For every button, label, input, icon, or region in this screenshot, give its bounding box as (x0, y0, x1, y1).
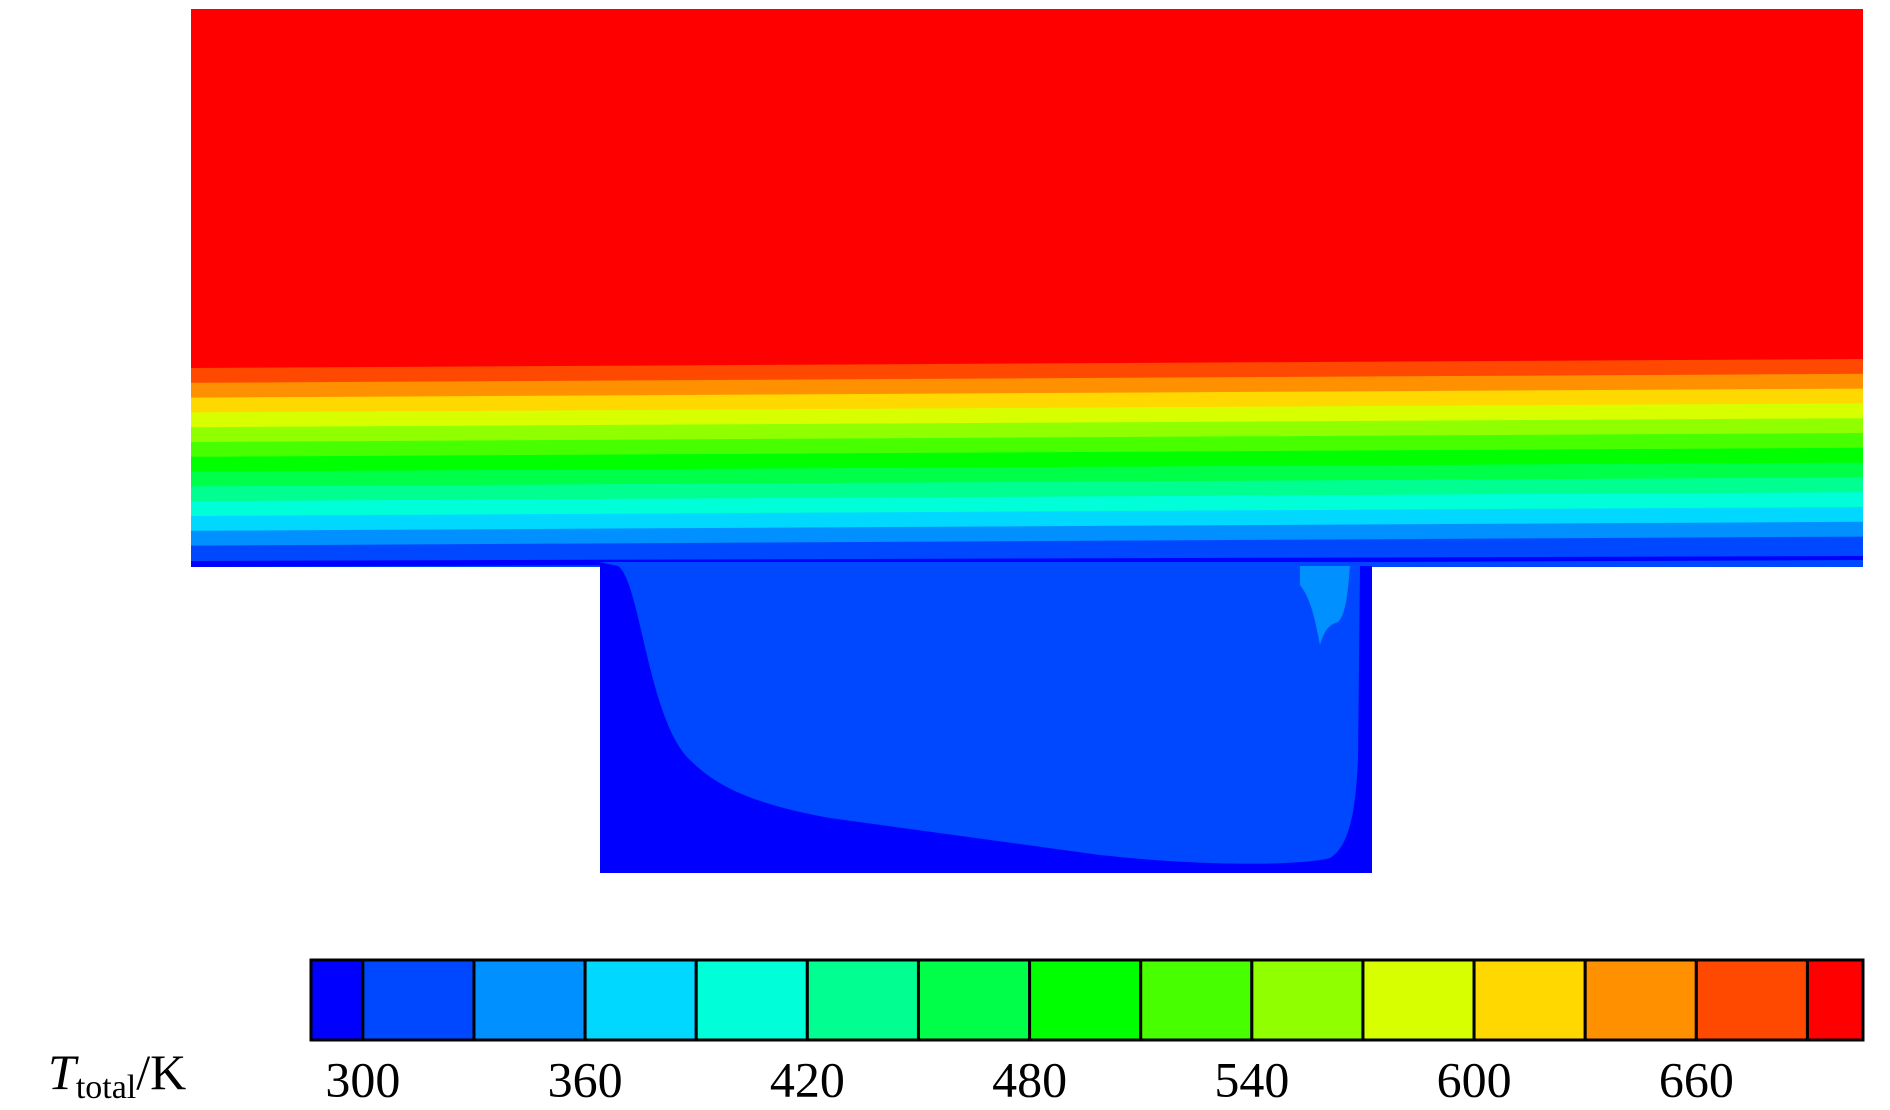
colorbar-segment (583, 958, 698, 1042)
contour-band (1300, 566, 1350, 645)
colorbar-segment (916, 958, 1032, 1042)
colorbar-tick-label: 480 (992, 1051, 1067, 1107)
colorbar-segment (1694, 958, 1809, 1042)
label-subscript: total (76, 1069, 136, 1106)
colorbar-segment (1805, 958, 1865, 1042)
colorbar-tick-label: 540 (1214, 1051, 1289, 1107)
label-unit: /K (136, 1044, 186, 1100)
colorbar-tick-label: 600 (1437, 1051, 1512, 1107)
colorbar-segment (309, 958, 365, 1042)
colorbar-segment (1250, 958, 1365, 1042)
colorbar-segment (1583, 958, 1698, 1042)
contour-field (191, 9, 1863, 873)
colorbar-segment (472, 958, 587, 1042)
colorbar-label: Ttotal/K (48, 1044, 186, 1105)
colorbar-tick-label: 300 (325, 1051, 400, 1107)
colorbar-segment (1139, 958, 1254, 1042)
colorbar-tick-label: 420 (770, 1051, 845, 1107)
colorbar: 300 360 420 480 540 600 660 (309, 958, 1865, 1107)
colorbar-segment (805, 958, 920, 1042)
colorbar-segment (361, 958, 476, 1042)
colorbar-segment (1361, 958, 1476, 1042)
colorbar-tick-label: 660 (1659, 1051, 1734, 1107)
label-symbol: T (48, 1044, 79, 1100)
colorbar-segment (694, 958, 809, 1042)
colorbar-segment (1472, 958, 1587, 1042)
contour-band (600, 562, 1372, 873)
colorbar-tick-label: 360 (548, 1051, 623, 1107)
colorbar-segment (1028, 958, 1143, 1042)
